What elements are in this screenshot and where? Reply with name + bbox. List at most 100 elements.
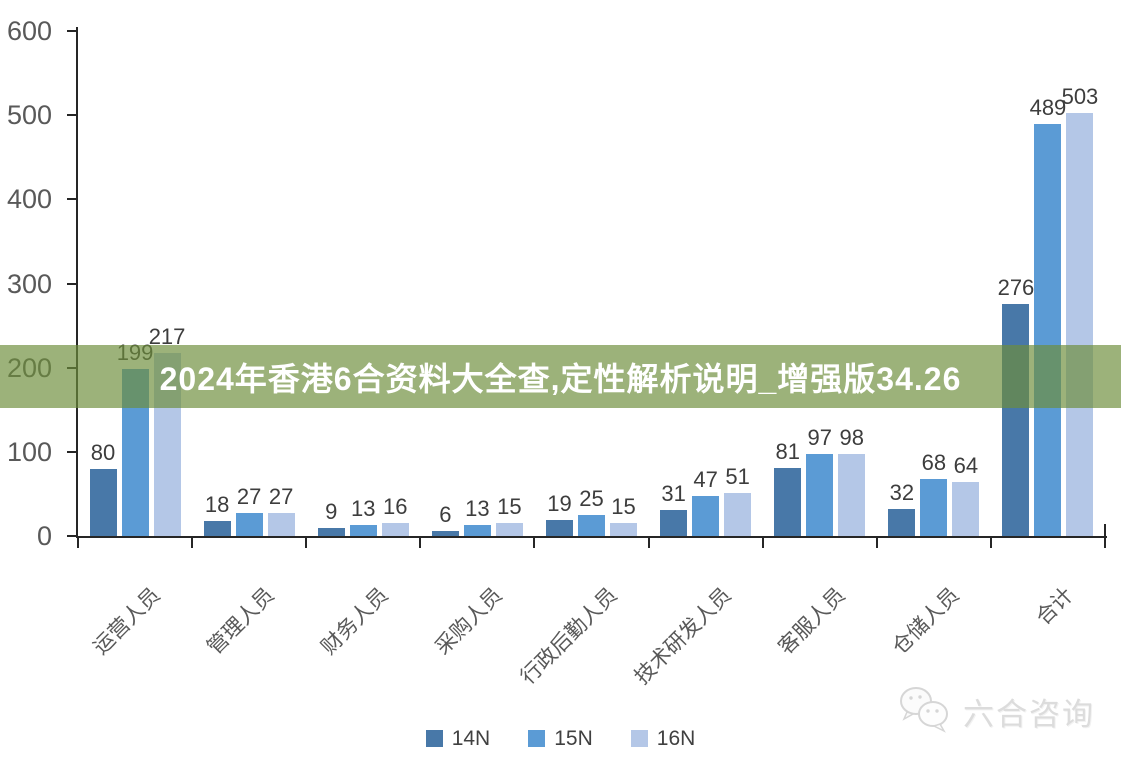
data-label: 68 [921, 450, 947, 475]
category-label: 合计 [1031, 583, 1078, 630]
data-label: 32 [889, 480, 915, 505]
legend-item-14N: 14N [425, 726, 491, 750]
data-label: 80 [90, 440, 116, 465]
data-label: 13 [351, 496, 376, 521]
data-label: 25 [579, 486, 604, 511]
category-label: 仓储人员 [887, 583, 964, 660]
data-label: 97 [807, 425, 832, 450]
legend-label: 16N [656, 726, 696, 750]
bar-14N [203, 521, 231, 536]
y-axis-label: 600 [6, 16, 52, 46]
legend-item-15N: 15N [528, 728, 593, 749]
bar-16N [724, 493, 752, 536]
data-label: 64 [953, 453, 979, 478]
x-tick [77, 538, 79, 548]
legend-swatch [630, 729, 648, 747]
bar-14N [89, 469, 117, 536]
bar-16N [610, 523, 637, 536]
y-tick [67, 114, 76, 117]
bar-15N [1034, 124, 1062, 536]
bar-15N [692, 496, 720, 536]
bar-15N [463, 525, 491, 536]
data-label: 81 [775, 439, 800, 464]
chat-bubbles-icon [895, 684, 957, 739]
x-tick [419, 538, 422, 548]
data-label: 503 [1061, 84, 1099, 109]
data-label: 98 [839, 425, 864, 450]
category-label: 运营人员 [89, 583, 165, 660]
legend-swatch [528, 729, 546, 747]
bar-14N [431, 531, 459, 536]
watermark-text: 六合咨询 [963, 697, 1095, 732]
y-tick [67, 30, 76, 32]
category-label: 采购人员 [431, 583, 508, 660]
data-label: 13 [465, 496, 490, 521]
x-tick [875, 538, 878, 548]
data-label: 31 [661, 481, 686, 506]
legend-item-16N: 16N [630, 726, 696, 750]
data-label: 9 [325, 499, 338, 524]
x-tick [533, 538, 536, 548]
data-label: 15 [497, 494, 522, 519]
data-label: 27 [236, 484, 262, 509]
bar-14N [317, 528, 345, 536]
legend: 14N 15N 16N [0, 722, 1121, 754]
bar-16N [381, 523, 409, 536]
data-label: 47 [693, 467, 718, 492]
data-label: 276 [997, 275, 1035, 300]
bar-15N [806, 454, 834, 536]
y-tick [67, 282, 76, 285]
data-label: 18 [204, 492, 230, 517]
data-label: 489 [1029, 95, 1067, 120]
legend-label: 15N [554, 726, 593, 750]
x-axis-end-tick [1104, 524, 1106, 536]
data-label: 16 [383, 494, 408, 519]
category-label: 财务人员 [317, 583, 394, 660]
y-axis-label: 100 [6, 436, 52, 467]
bar-14N [546, 520, 573, 536]
overlay-banner: 2024年香港6合资料大全查,定性解析说明_增强版34.26 [0, 345, 1121, 408]
legend-label: 14N [451, 726, 491, 750]
bar-16N [1066, 113, 1094, 536]
bar-16N [267, 513, 295, 536]
bar-14N [1002, 304, 1030, 536]
bar-15N [578, 515, 605, 536]
bar-14N [660, 510, 688, 536]
bar-14N [888, 509, 916, 536]
category-label: 技术研发人员 [630, 583, 736, 689]
data-label: 51 [725, 464, 750, 489]
bar-15N [349, 525, 377, 536]
watermark: 六合咨询 [895, 684, 1095, 739]
bar-15N [920, 479, 948, 536]
x-tick [761, 538, 764, 548]
y-tick [67, 535, 76, 537]
bar-16N [838, 454, 866, 536]
y-axis-label: 400 [6, 184, 52, 215]
category-label: 行政后勤人员 [515, 583, 622, 689]
x-tick [647, 538, 650, 548]
y-axis-label: 500 [6, 100, 52, 131]
bar-16N [952, 482, 980, 536]
category-label: 管理人员 [203, 583, 279, 660]
x-tick [989, 538, 992, 548]
bar-15N [235, 513, 263, 536]
data-label: 15 [611, 494, 636, 519]
data-label: 6 [439, 502, 452, 527]
banner-text: 2024年香港6合资料大全查,定性解析说明_增强版34.26 [159, 360, 962, 397]
data-label: 27 [268, 484, 294, 509]
y-tick [67, 198, 76, 201]
data-label: 19 [547, 491, 572, 516]
x-tick [1104, 538, 1106, 548]
y-tick [67, 450, 76, 453]
data-label: 217 [148, 324, 186, 349]
legend-swatch [425, 729, 443, 747]
x-tick [305, 538, 308, 548]
bar-14N [774, 468, 802, 536]
x-axis-line [76, 536, 1107, 538]
category-label: 客服人员 [773, 583, 850, 660]
bar-16N [495, 523, 523, 536]
y-axis-label: 0 [36, 521, 52, 551]
y-axis-line [76, 27, 78, 538]
